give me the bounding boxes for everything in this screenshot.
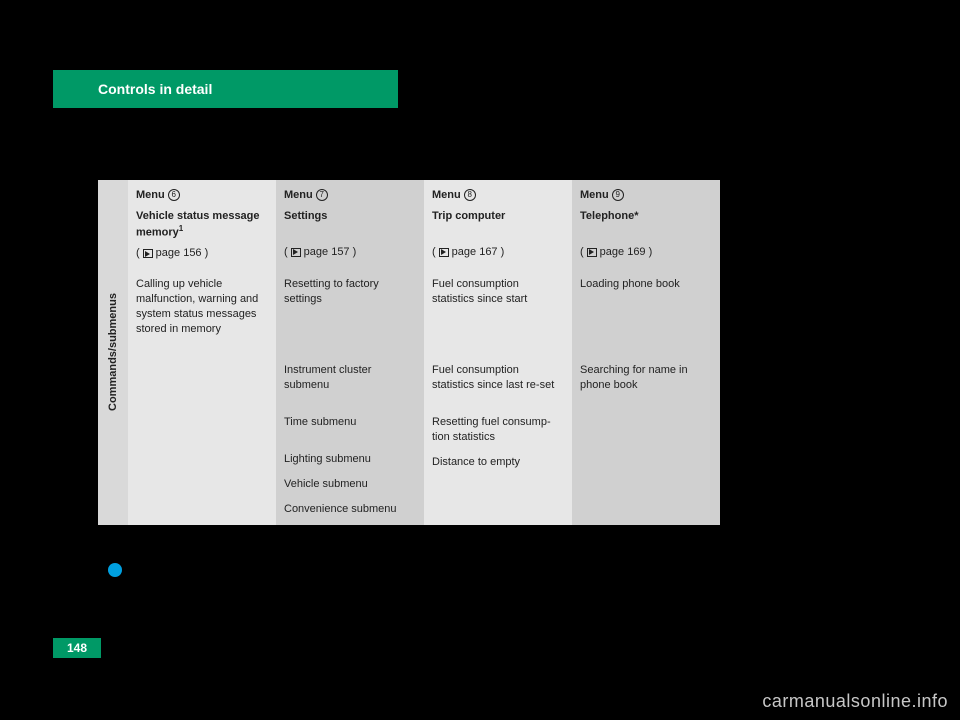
menu-label: Menu: [284, 188, 313, 203]
page-ref: ( page 156): [136, 246, 268, 261]
submenu-item: Distance to empty: [432, 455, 564, 470]
col-title: Trip computer: [432, 209, 564, 224]
submenu-item: Fuel consumption statistics since last r…: [432, 363, 564, 405]
triangle-icon: [439, 248, 449, 257]
submenu-item: Calling up vehicle malfunction, warning …: [136, 277, 268, 336]
menu-label: Menu: [136, 188, 165, 203]
triangle-icon: [143, 249, 153, 258]
circled-number-icon: 8: [464, 189, 476, 201]
triangle-icon: [291, 248, 301, 257]
menu-table: Commands/submenus Menu 6 Vehicle status …: [98, 180, 722, 525]
info-dot-icon: [108, 563, 122, 577]
footnote: [108, 562, 128, 577]
submenu-item: Resetting to factory settings: [284, 277, 416, 353]
circled-number-icon: 9: [612, 189, 624, 201]
col-body-9: Loading phone book Searching for name in…: [572, 269, 720, 525]
submenu-item: Fuel consumption statistics since start: [432, 277, 564, 353]
menu-label: Menu: [580, 188, 609, 203]
main-table: Menu 6 Vehicle status message memory1 ( …: [128, 180, 722, 525]
col-body-8: Fuel consumption statistics since start …: [424, 269, 572, 525]
submenu-item: Resetting fuel consump-tion statistics: [432, 415, 564, 445]
col-title: Telephone*: [580, 209, 712, 224]
table-body-row: Calling up vehicle malfunction, warning …: [128, 269, 722, 525]
circled-number-icon: 6: [168, 189, 180, 201]
section-title: Controls in detail: [98, 81, 212, 97]
submenu-item: Time submenu: [284, 415, 416, 442]
page-ref: ( page 157): [284, 245, 416, 260]
col-body-6: Calling up vehicle malfunction, warning …: [128, 269, 276, 525]
page-ref: ( page 169): [580, 245, 712, 260]
submenu-item: Instrument cluster submenu: [284, 363, 416, 405]
col-header-6: Menu 6 Vehicle status message memory1 ( …: [128, 180, 276, 269]
submenu-item: Lighting submenu: [284, 452, 416, 467]
col-header-8: Menu 8 Trip computer ( page 167): [424, 180, 572, 269]
table-header-row: Menu 6 Vehicle status message memory1 ( …: [128, 180, 722, 269]
col-title: Settings: [284, 209, 416, 224]
submenu-item: Vehicle submenu: [284, 477, 416, 492]
submenu-item: Convenience submenu: [284, 502, 416, 517]
section-tab: Controls in detail: [53, 70, 398, 108]
page-ref: ( page 167): [432, 245, 564, 260]
col-header-9: Menu 9 Telephone* ( page 169): [572, 180, 720, 269]
manual-page: Controls in detail Commands/submenus Men…: [0, 0, 960, 720]
submenu-item: Searching for name in phone book: [580, 363, 712, 393]
triangle-icon: [587, 248, 597, 257]
circled-number-icon: 7: [316, 189, 328, 201]
side-label-cell: Commands/submenus: [98, 180, 128, 525]
watermark: carmanualsonline.info: [762, 691, 948, 712]
menu-label: Menu: [432, 188, 461, 203]
col-title: Vehicle status message memory1: [136, 209, 268, 240]
col-body-7: Resetting to factory settings Instrument…: [276, 269, 424, 525]
col-header-7: Menu 7 Settings ( page 157): [276, 180, 424, 269]
page-number: 148: [53, 638, 101, 658]
submenu-item: Loading phone book: [580, 277, 712, 353]
side-label: Commands/submenus: [107, 293, 119, 411]
